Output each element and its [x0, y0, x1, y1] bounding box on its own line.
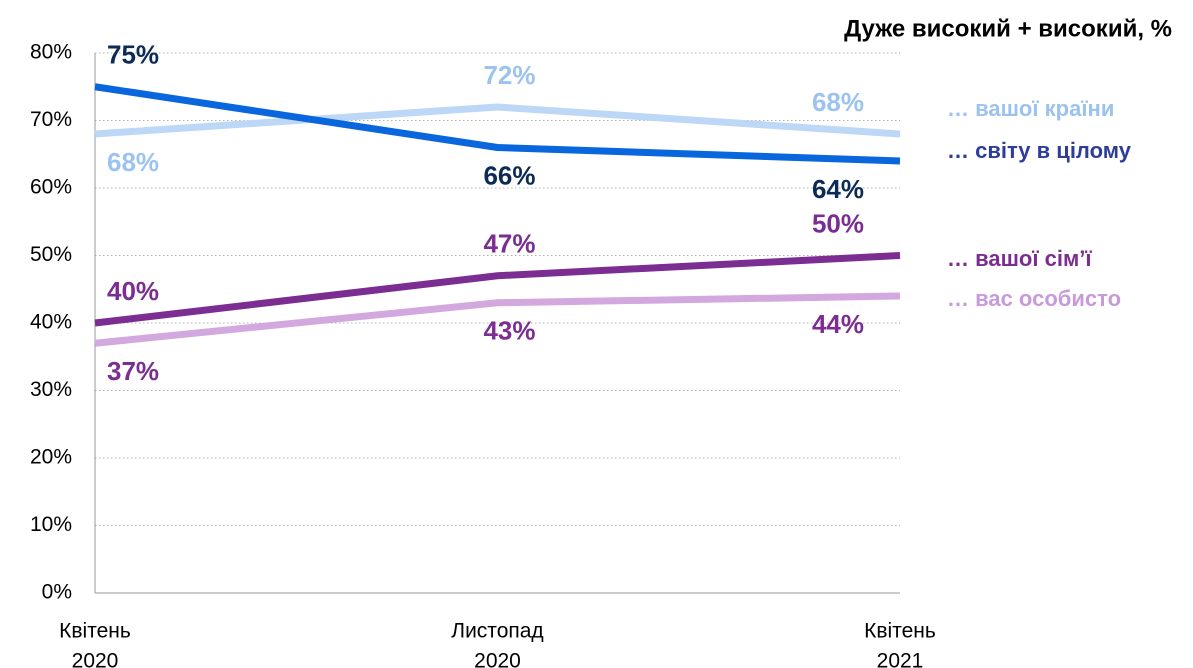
data-label: 43%: [483, 316, 535, 346]
legend-entry: … вас особисто: [947, 286, 1121, 311]
y-tick-label: 0%: [42, 581, 72, 604]
chart-annotation: Дуже високий + високий, %: [844, 15, 1172, 42]
y-tick-label: 20%: [30, 446, 72, 469]
legend-entry: … вашої країни: [947, 96, 1114, 121]
data-label: 68%: [812, 87, 864, 117]
data-label: 37%: [107, 356, 159, 386]
data-label: 40%: [107, 276, 159, 306]
y-tick-label: 30%: [30, 378, 72, 401]
data-label: 75%: [107, 40, 159, 70]
data-label: 50%: [812, 208, 864, 238]
series-line: [94, 83, 901, 165]
legend-entry: … світу в цілому: [947, 138, 1132, 163]
data-label: 72%: [483, 60, 535, 90]
y-tick-label: 50%: [30, 243, 72, 266]
x-tick-label: 2021: [877, 650, 924, 668]
x-tick-label: 2020: [72, 650, 119, 668]
y-tick-label: 60%: [30, 176, 72, 199]
data-label: 66%: [483, 160, 535, 190]
legend-entry: … вашої сім’ї: [947, 246, 1092, 271]
data-label: 64%: [812, 174, 864, 204]
data-label: 47%: [483, 229, 535, 259]
x-tick-label: 2020: [474, 650, 521, 668]
y-tick-label: 70%: [30, 108, 72, 131]
series-line: [94, 103, 901, 138]
y-tick-label: 10%: [30, 513, 72, 536]
x-tick-label: Листопад: [451, 620, 543, 643]
series-line: [94, 252, 901, 327]
x-tick-label: Квітень: [864, 620, 936, 643]
data-label: 68%: [107, 147, 159, 177]
series-line: [94, 292, 901, 347]
x-tick-label: Квітень: [59, 620, 131, 643]
data-label: 44%: [812, 309, 864, 339]
y-tick-label: 40%: [30, 311, 72, 334]
y-tick-label: 80%: [30, 41, 72, 64]
